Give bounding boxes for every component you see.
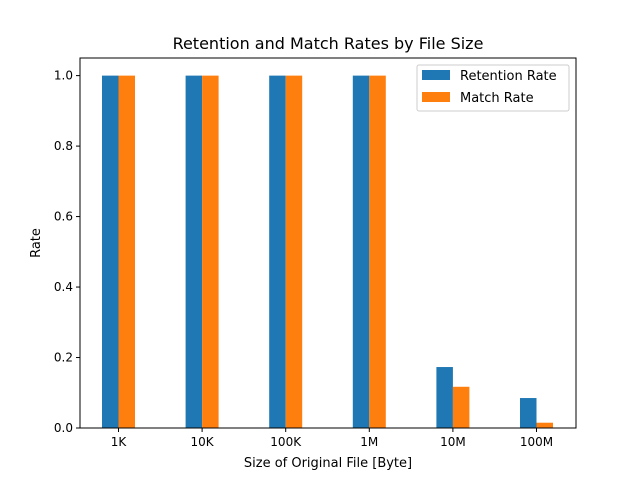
- axes-frame: [79, 57, 577, 429]
- bar-retention-100m: [520, 398, 537, 428]
- legend-label: Retention Rate: [460, 69, 557, 84]
- x-tick-label: 1K: [111, 435, 128, 449]
- bar-match-10k: [202, 75, 219, 428]
- plot-area: [102, 75, 553, 428]
- bar-retention-1m: [352, 75, 370, 428]
- bar-match-100m: [536, 422, 553, 428]
- x-axis-ticks: 1K 10K 100K 1M 10M 100M: [111, 428, 553, 449]
- y-tick-label: 0.4: [54, 280, 73, 294]
- y-axis-ticks: 0.0 0.2 0.4 0.6 0.8 1.0: [54, 69, 80, 435]
- bar-retention-100k: [269, 75, 286, 428]
- x-tick-label: 100M: [520, 435, 553, 449]
- y-tick-label: 0.0: [54, 421, 73, 435]
- x-tick-label: 100K: [270, 435, 302, 449]
- x-tick-label: 10K: [191, 435, 215, 449]
- bar-retention-10k: [185, 75, 203, 428]
- chart-title: Retention and Match Rates by File Size: [173, 34, 484, 53]
- y-tick-label: 1.0: [54, 69, 73, 83]
- legend-label: Match Rate: [460, 91, 534, 106]
- bar-match-1m: [369, 75, 386, 428]
- y-tick-label: 0.6: [54, 210, 73, 224]
- bar-retention-1k: [102, 75, 119, 428]
- x-axis-label: Size of Original File [Byte]: [244, 456, 412, 471]
- y-tick-label: 0.8: [54, 139, 73, 153]
- legend-swatch: [422, 70, 450, 80]
- legend: Retention Rate Match Rate: [416, 64, 570, 112]
- y-tick-label: 0.2: [54, 351, 73, 365]
- bar-retention-10m: [436, 367, 453, 428]
- bar-match-100k: [285, 75, 303, 428]
- legend-frame: [416, 64, 570, 112]
- bar-match-1k: [118, 75, 135, 428]
- x-tick-label: 1M: [360, 435, 378, 449]
- y-axis-label: Rate: [29, 228, 44, 258]
- bar-match-10m: [452, 386, 470, 428]
- x-tick-label: 10M: [440, 435, 466, 449]
- legend-swatch: [422, 92, 450, 102]
